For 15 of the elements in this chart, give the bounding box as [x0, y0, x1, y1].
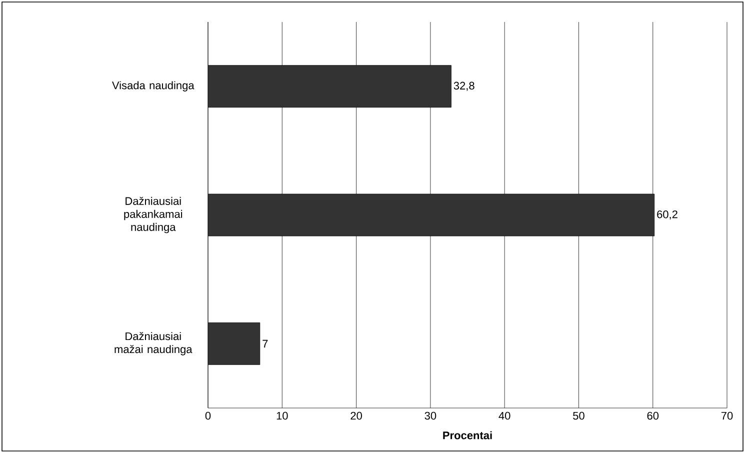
x-tick-label: 0 [205, 412, 211, 420]
data-label: 32,8 [454, 82, 474, 91]
x-tick-label: 20 [350, 412, 362, 420]
y-tick-label: Dažniausiai mažai naudinga [114, 332, 192, 356]
x-tick-label: 10 [276, 412, 288, 420]
x-tick-label: 70 [721, 412, 733, 420]
data-label: 7 [262, 340, 268, 348]
data-label: 60,2 [657, 210, 678, 220]
x-tick-label: 50 [573, 412, 584, 420]
x-tick-label: 30 [424, 412, 436, 420]
y-tick-label: Dažniausiai pakankamai naudinga [124, 196, 182, 234]
x-tick-label: 60 [647, 412, 659, 420]
y-tick-label: Visada naudinga [112, 81, 194, 92]
x-tick-label: 40 [498, 412, 510, 420]
x-axis-title: Procentai [443, 431, 492, 440]
